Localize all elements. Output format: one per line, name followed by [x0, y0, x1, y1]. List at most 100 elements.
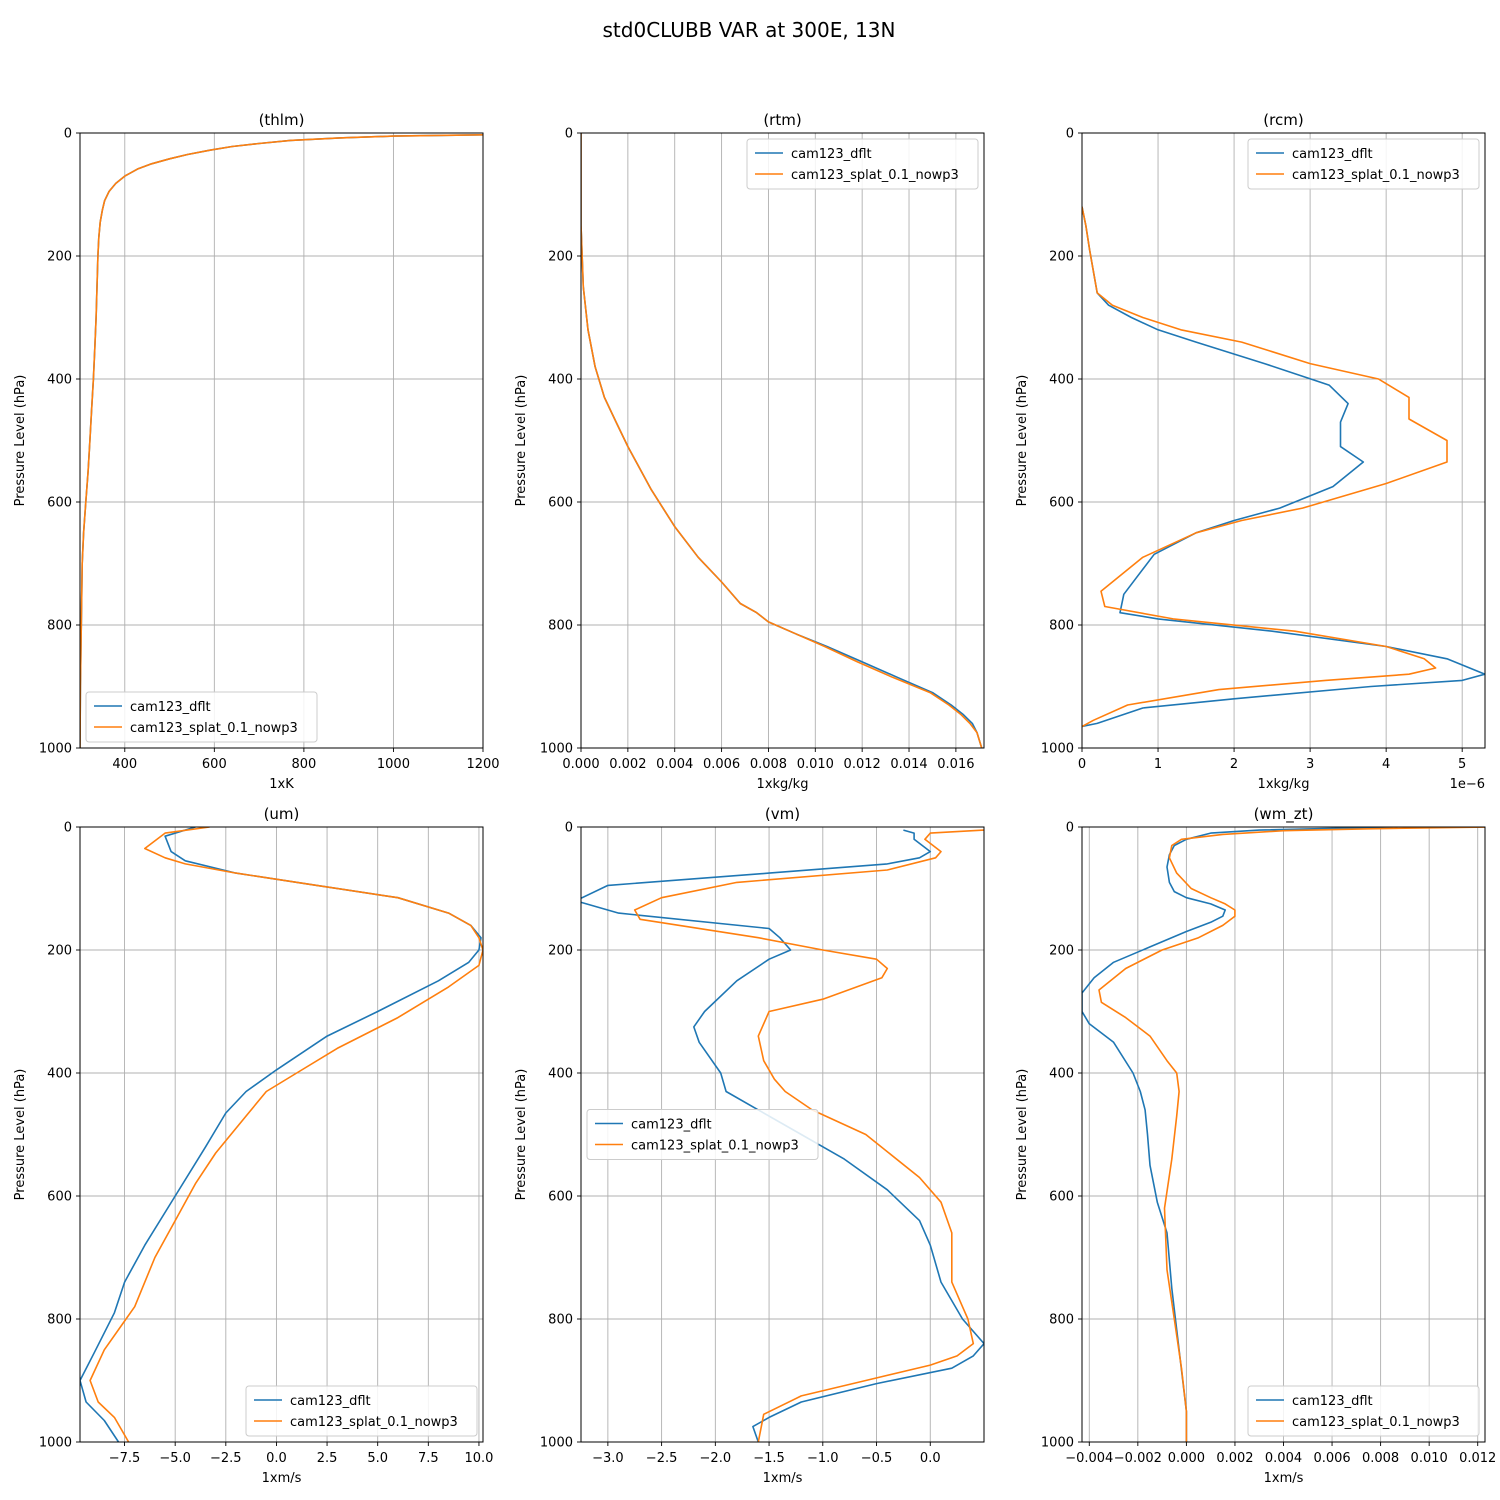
x-tick-label: 0 — [1078, 757, 1086, 772]
x-tick-label: 0.010 — [797, 757, 834, 772]
legend-label: cam123_splat_0.1_nowp3 — [1292, 1415, 1460, 1430]
series-group — [80, 134, 483, 748]
legend-label: cam123_splat_0.1_nowp3 — [631, 1139, 799, 1154]
legend-label: cam123_dflt — [290, 1394, 371, 1409]
legend-frame — [245, 1385, 478, 1437]
series-line-cam123_splat_0.1_nowp3 — [633, 829, 984, 1442]
x-tick-label: −0.004 — [1065, 1451, 1113, 1466]
series-line-cam123_splat_0.1_nowp3 — [1082, 206, 1448, 728]
x-tick-label: −1.5 — [753, 1451, 785, 1466]
x-tick-label: −2.0 — [700, 1451, 732, 1466]
legend-frame — [1247, 1385, 1480, 1437]
x-axis-label: 1xm/s — [763, 1471, 803, 1486]
x-tick-label: 3 — [1306, 757, 1314, 772]
x-tick-label: 0.008 — [750, 757, 787, 772]
y-tick-label: 800 — [47, 619, 72, 634]
y-tick-label: 800 — [548, 1313, 573, 1328]
x-tick-label: 0.010 — [1411, 1451, 1448, 1466]
y-tick-label: 400 — [47, 1067, 72, 1082]
series-group — [80, 827, 483, 1442]
panel-rtm: 0.000 0.002 0.004 0.006 0.008 0.010 0.012 0.014… — [514, 111, 985, 792]
y-tick-label: 800 — [47, 1313, 72, 1328]
legend-label: cam123_splat_0.1_nowp3 — [791, 168, 959, 183]
x-tick-label: 10.0 — [464, 1451, 493, 1466]
series-line-cam123_splat_0.1_nowp3 — [80, 134, 483, 748]
x-tick-label: 800 — [291, 757, 316, 772]
y-tick-label: 200 — [1049, 944, 1074, 959]
x-tick-label: −1.0 — [807, 1451, 839, 1466]
y-tick-label: 1000 — [1041, 742, 1074, 757]
y-tick-label: 600 — [1049, 496, 1074, 511]
panel-um: −7.5 −5.0 −2.5 0.0 2.5 5.0 7.5 10.0 0 200 400 600 80… — [13, 805, 493, 1486]
series-line-cam123_dflt — [80, 827, 482, 1442]
y-tick-label: 200 — [1049, 250, 1074, 265]
y-tick-label: 200 — [548, 944, 573, 959]
legend: cam123_dflt cam123_splat_0.1_nowp3 — [1247, 138, 1480, 190]
panel-title: (rtm) — [763, 111, 801, 129]
legend: cam123_dflt cam123_splat_0.1_nowp3 — [1247, 1385, 1480, 1437]
panel-title: (thlm) — [259, 111, 305, 129]
y-tick-label: 0 — [1066, 127, 1074, 142]
y-axis-label: Pressure Level (hPa) — [1015, 375, 1030, 507]
panel-title: (rcm) — [1263, 111, 1303, 129]
panel-title: (vm) — [765, 805, 800, 823]
legend-label: cam123_dflt — [791, 147, 872, 162]
x-tick-label: 0.006 — [703, 757, 740, 772]
legend: cam123_dflt cam123_splat_0.1_nowp3 — [245, 1385, 478, 1437]
panel-title: (wm_zt) — [1254, 805, 1314, 824]
axes-frame — [79, 826, 484, 1443]
y-tick-label: 800 — [548, 619, 573, 634]
y-axis-label: Pressure Level (hPa) — [13, 1069, 28, 1201]
x-axis-label: 1xkg/kg — [757, 777, 809, 792]
legend-label: cam123_splat_0.1_nowp3 — [1292, 168, 1460, 183]
y-tick-label: 400 — [548, 373, 573, 388]
y-tick-label: 400 — [47, 373, 72, 388]
series-line-cam123_dflt — [80, 134, 483, 748]
x-tick-label: 1 — [1154, 757, 1162, 772]
panel-vm: −3.0 −2.5 −2.0 −1.5 −1.0 −0.5 0.0 0 200 400 600 800… — [514, 805, 985, 1486]
series-line-cam123_dflt — [581, 829, 984, 1442]
panel-rcm: 0 1 2 3 4 5 0 200 400 600 800 1000 (rcm) 1xkg/kg Press… — [1015, 111, 1486, 792]
legend: cam123_dflt cam123_splat_0.1_nowp3 — [746, 138, 979, 190]
series-line-cam123_splat_0.1_nowp3 — [581, 133, 983, 748]
x-tick-label: 4 — [1382, 757, 1390, 772]
axes-frame — [580, 826, 985, 1443]
y-tick-label: 400 — [1049, 373, 1074, 388]
legend-label: cam123_dflt — [1292, 1394, 1373, 1409]
y-axis-label: Pressure Level (hPa) — [514, 1069, 529, 1201]
x-tick-label: −2.5 — [646, 1451, 678, 1466]
x-tick-label: 0.008 — [1362, 1451, 1399, 1466]
y-tick-label: 600 — [47, 1190, 72, 1205]
x-tick-label: 2.5 — [317, 1451, 338, 1466]
x-tick-label: 5.0 — [367, 1451, 388, 1466]
x-tick-label: 0.000 — [1168, 1451, 1205, 1466]
y-tick-label: 400 — [548, 1067, 573, 1082]
x-axis-label: 1xkg/kg — [1258, 777, 1310, 792]
x-tick-label: −3.0 — [592, 1451, 624, 1466]
panel-thlm: 400 600 800 1000 1200 0 200 400 600 800 1000 (thlm)… — [13, 111, 500, 792]
legend-frame — [85, 691, 318, 743]
axis-offset-text: 1e−6 — [1450, 777, 1485, 792]
y-tick-label: 200 — [47, 250, 72, 265]
x-tick-label: 400 — [112, 757, 137, 772]
x-tick-label: −7.5 — [109, 1451, 141, 1466]
panel-wm_zt: −0.004 −0.002 0.000 0.002 0.004 0.006 0.008 0.0… — [1015, 805, 1496, 1486]
y-tick-label: 600 — [47, 496, 72, 511]
legend-label: cam123_splat_0.1_nowp3 — [130, 721, 298, 736]
x-tick-label: −0.5 — [861, 1451, 893, 1466]
x-tick-label: −5.0 — [159, 1451, 191, 1466]
y-tick-label: 1000 — [1041, 1436, 1074, 1451]
y-tick-label: 0 — [565, 821, 573, 836]
y-tick-label: 0 — [64, 821, 72, 836]
y-tick-label: 1000 — [39, 1436, 72, 1451]
y-tick-label: 1000 — [540, 742, 573, 757]
x-tick-label: 2 — [1230, 757, 1238, 772]
y-tick-label: 800 — [1049, 619, 1074, 634]
series-group — [1082, 206, 1485, 728]
series-line-cam123_splat_0.1_nowp3 — [89, 827, 483, 1442]
x-tick-label: 0.004 — [1265, 1451, 1302, 1466]
legend-label: cam123_dflt — [130, 700, 211, 715]
legend-frame — [1247, 138, 1480, 190]
y-tick-label: 400 — [1049, 1067, 1074, 1082]
series-line-cam123_dflt — [1082, 206, 1485, 728]
